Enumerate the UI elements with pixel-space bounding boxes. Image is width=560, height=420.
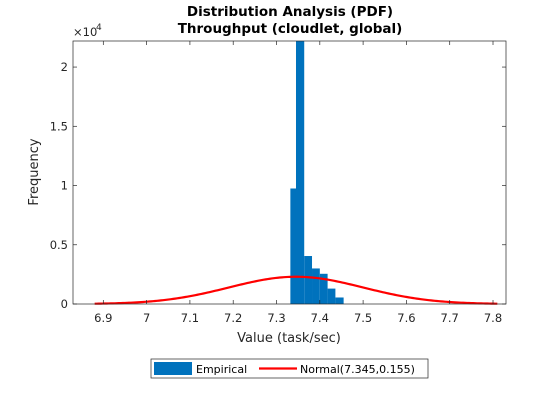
y-tick-label: 2 — [61, 60, 68, 74]
y-axis-label: Frequency — [27, 138, 42, 205]
legend-swatch-empirical — [154, 362, 192, 375]
y-tick-label: 1.5 — [50, 119, 68, 133]
x-tick-label: 7.6 — [397, 311, 415, 325]
x-tick-label: 7.7 — [441, 311, 459, 325]
plot-area — [72, 40, 507, 305]
x-tick-label: 7.1 — [181, 311, 199, 325]
y-exponent: ×10 4 — [73, 23, 102, 39]
x-axis-ticks: 6.9 7 7.1 7.2 7.3 7.4 7.5 7.6 7.7 7.8 — [94, 41, 502, 325]
histogram-bar — [312, 268, 320, 304]
x-axis-label: Value (task/sec) — [237, 331, 341, 346]
histogram-bar — [290, 188, 296, 304]
histogram-bar — [319, 273, 328, 304]
y-tick-label: 0.5 — [50, 238, 68, 252]
x-tick-label: 6.9 — [94, 311, 112, 325]
y-tick-label: 0 — [61, 297, 68, 311]
histogram-bar — [327, 288, 336, 304]
plot-frame — [72, 40, 507, 305]
x-tick-label: 7 — [143, 311, 150, 325]
chart-subtitle: Throughput (cloudlet, global) — [178, 21, 403, 37]
histogram-bar — [295, 41, 305, 304]
histogram-bars — [290, 41, 344, 304]
x-tick-label: 7.4 — [311, 311, 329, 325]
x-tick-label: 7.2 — [224, 311, 242, 325]
y-exponent-base: ×10 — [73, 25, 97, 39]
histogram-bar — [335, 297, 344, 304]
legend-label-empirical: Empirical — [196, 363, 247, 376]
normal-curve — [94, 275, 498, 305]
x-tick-label: 7.3 — [267, 311, 285, 325]
histogram-bar — [304, 256, 313, 304]
x-tick-label: 7.5 — [354, 311, 372, 325]
y-exponent-power: 4 — [96, 23, 102, 33]
chart-title: Distribution Analysis (PDF) — [187, 4, 393, 20]
plot-background — [73, 41, 506, 304]
y-axis-ticks: 0 0.5 1 1.5 2 — [50, 60, 506, 311]
x-tick-label: 7.8 — [484, 311, 502, 325]
legend-label-normal: Normal(7.345,0.155) — [300, 363, 415, 376]
legend: Empirical Normal(7.345,0.155) — [150, 358, 429, 379]
y-tick-label: 1 — [61, 179, 68, 193]
